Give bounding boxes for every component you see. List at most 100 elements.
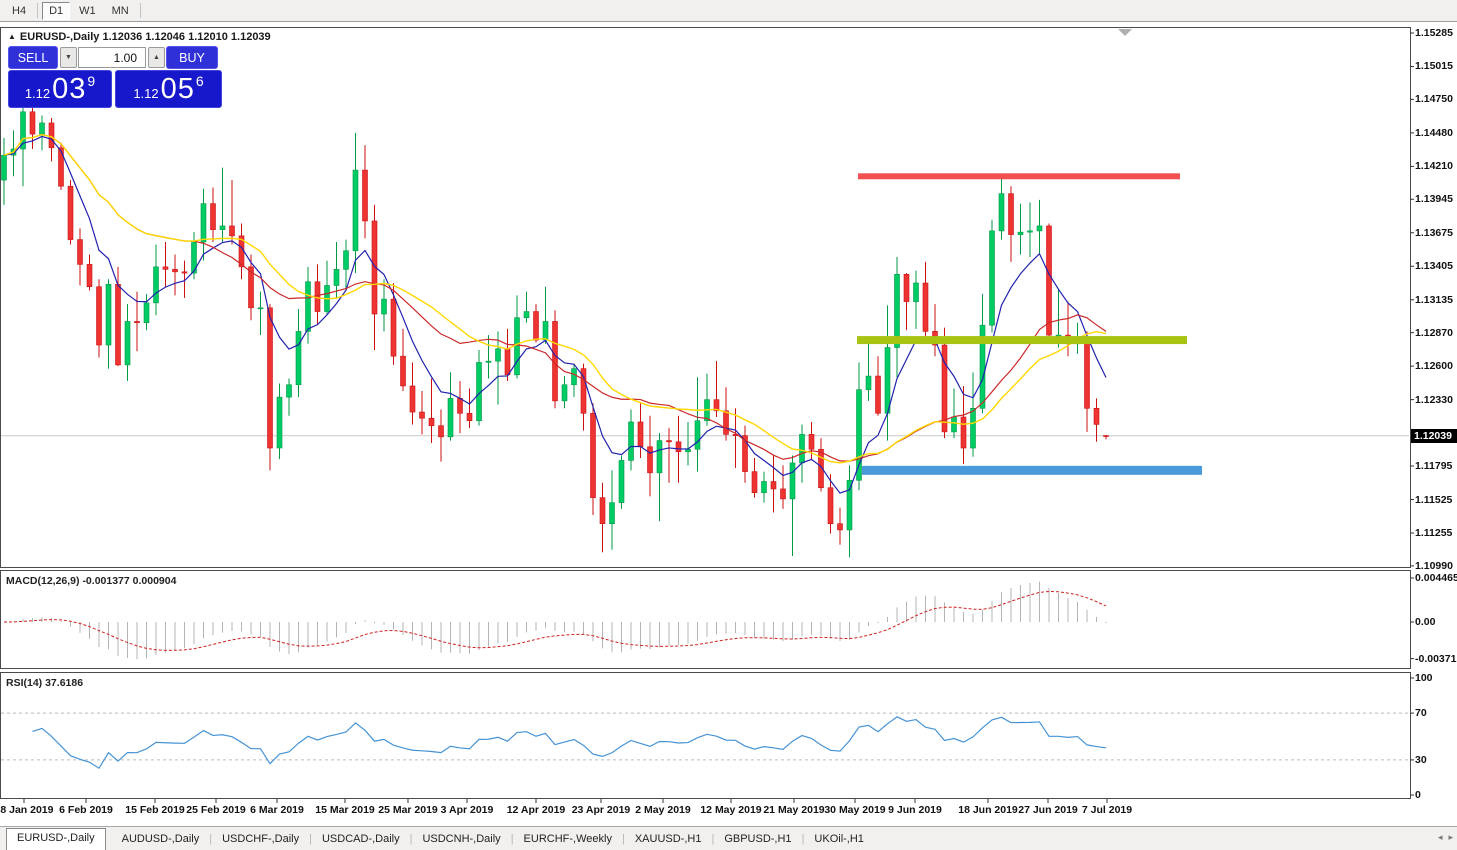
symbol-tab-eurchf[interactable]: EURCHF-,Weekly	[523, 833, 612, 845]
date-axis-label[interactable]: 18 Jun 2019	[958, 804, 1018, 816]
volume-input[interactable]: 1.00	[78, 47, 146, 68]
date-axis-label[interactable]: 15 Mar 2019	[315, 804, 375, 816]
macd-signal-line	[3, 590, 1107, 651]
price-axis-label: 1.12870	[1415, 326, 1453, 339]
tab-scroll-right-button[interactable]: ▸	[1448, 832, 1453, 842]
sell-button[interactable]: SELL	[8, 46, 58, 69]
tab-divider: |	[621, 833, 625, 845]
macd-layer	[3, 581, 1107, 660]
tab-scroll-arrows: ◂ ▸	[1438, 832, 1453, 843]
bid-price-sup: 9	[87, 73, 96, 89]
price-axis-label: 1.13945	[1415, 193, 1453, 206]
price-axis-label: 1.10990	[1415, 559, 1453, 572]
macd-axis-label: -0.003715	[1415, 652, 1457, 665]
tab-divider: |	[309, 833, 312, 845]
rsi-line	[32, 716, 1107, 770]
one-click-trade-panel: SELL ▼ 1.00 ▲ BUY 1.12 03 9 1.12 05 6	[8, 46, 222, 108]
bid-price-button[interactable]: 1.12 03 9	[8, 70, 112, 108]
macd-axis-label: 0.004465	[1415, 572, 1457, 584]
date-axis-label[interactable]: 25 Mar 2019	[378, 804, 438, 816]
symbol-tab-ukoil[interactable]: UKOil-,H1	[814, 833, 864, 845]
timeframe-toolbar: H4 D1 W1 MN	[0, 0, 1457, 22]
price-axis-label: 1.12330	[1415, 393, 1453, 406]
price-axis-label: 1.11525	[1415, 493, 1453, 506]
rsi-indicator-panel[interactable]	[0, 672, 1411, 799]
symbol-tab-audusd[interactable]: AUDUSD-,Daily	[121, 833, 200, 845]
date-axis-label[interactable]: 12 Apr 2019	[506, 804, 566, 816]
candlestick-layer	[1, 99, 1409, 558]
price-axis-label: 1.12600	[1415, 360, 1453, 373]
resistance-level-line	[858, 173, 1180, 180]
current-price-badge: 1.12039	[1411, 428, 1457, 443]
rsi-layer	[1, 712, 1409, 770]
date-axis-label[interactable]: 23 Apr 2019	[571, 804, 631, 816]
rsi-label: RSI(14) 37.6186	[6, 677, 84, 689]
price-axis-label: 1.13675	[1415, 226, 1453, 239]
toolbar-divider	[139, 3, 141, 18]
rsi-axis-label: 70	[1415, 707, 1427, 720]
ask-price-button[interactable]: 1.12 05 6	[115, 70, 222, 108]
timeframe-button-w1[interactable]: W1	[79, 4, 96, 17]
symbol-tab-gbpusd[interactable]: GBPUSD-,H1	[724, 833, 792, 845]
date-axis-label[interactable]: 2 May 2019	[635, 804, 691, 816]
main-chart-panel[interactable]	[0, 27, 1411, 568]
volume-increase-button[interactable]: ▲	[148, 47, 165, 68]
price-axis-label: 1.14480	[1415, 126, 1453, 139]
date-axis-label[interactable]: 3 Apr 2019	[440, 804, 494, 816]
buy-button[interactable]: BUY	[166, 46, 218, 69]
bid-price-big: 03	[52, 73, 87, 105]
rsi-axis-label: 100	[1415, 672, 1433, 684]
ask-price-sup: 6	[195, 73, 204, 89]
date-axis-label[interactable]: 6 Mar 2019	[250, 804, 304, 816]
price-axis-label: 1.14750	[1415, 93, 1453, 106]
tab-divider: |	[510, 833, 514, 845]
support-level-line	[862, 465, 1202, 475]
chart-symbol-label: EURUSD-,Daily	[19, 31, 100, 43]
symbol-tab-xauusd[interactable]: XAUUSD-,H1	[634, 833, 702, 845]
chart-shift-triangle-icon	[1118, 29, 1132, 36]
price-axis-label: 1.13405	[1415, 260, 1453, 273]
date-axis-label[interactable]: 15 Feb 2019	[125, 804, 185, 816]
symbol-tab-usdchf[interactable]: USDCHF-,Daily	[222, 833, 300, 845]
ma-mid-line	[3, 133, 1107, 462]
date-axis-label[interactable]: 9 Jun 2019	[888, 804, 942, 816]
price-axis-label: 1.15015	[1415, 60, 1453, 73]
bid-price-int: 1.12	[24, 86, 51, 101]
date-axis-label[interactable]: 12 May 2019	[700, 804, 762, 816]
volume-decrease-button[interactable]: ▼	[60, 47, 77, 68]
tab-divider: |	[711, 833, 715, 845]
macd-label: MACD(12,26,9) -0.001377 0.000904	[6, 575, 177, 587]
timeframe-button-d1[interactable]: D1	[42, 1, 71, 20]
date-axis-label[interactable]: 30 May 2019	[824, 804, 886, 816]
chevron-up-icon: ▲	[153, 54, 160, 61]
tab-divider: |	[801, 833, 805, 845]
symbol-tab-usdcad[interactable]: USDCAD-,Daily	[321, 833, 400, 845]
date-axis-label[interactable]: 28 Jan 2019	[0, 804, 54, 816]
date-axis-label[interactable]: 27 Jun 2019	[1018, 804, 1078, 816]
timeframe-button-mn[interactable]: MN	[111, 4, 129, 17]
date-axis-label[interactable]: 21 May 2019	[763, 804, 825, 816]
macd-axis-label: 0.00	[1415, 616, 1436, 628]
mid-pivot-level-line	[857, 336, 1187, 345]
tab-scroll-left-button[interactable]: ◂	[1437, 832, 1443, 842]
chart-ohlc-values: 1.12036 1.12046 1.12010 1.12039	[102, 31, 271, 43]
date-axis-label[interactable]: 25 Feb 2019	[186, 804, 246, 816]
macd-indicator-panel[interactable]	[0, 570, 1411, 669]
collapse-triangle-icon[interactable]: ▲	[8, 32, 16, 41]
timeframe-button-h4[interactable]: H4	[12, 4, 27, 17]
chevron-down-icon: ▼	[65, 54, 72, 61]
tab-divider: |	[209, 833, 213, 845]
tab-divider: |	[409, 833, 413, 845]
chart-title: ▲ EURUSD-,Daily 1.12036 1.12046 1.12010 1…	[8, 31, 271, 43]
symbol-tab-eurusd[interactable]: EURUSD-,Daily	[6, 828, 106, 850]
price-axis-label: 1.11255	[1415, 527, 1453, 539]
date-axis-label[interactable]: 6 Feb 2019	[59, 804, 113, 816]
date-axis-label[interactable]: 7 Jul 2019	[1081, 804, 1133, 816]
ask-price-int: 1.12	[133, 86, 159, 101]
symbol-tab-usdcnh[interactable]: USDCNH-,Daily	[422, 833, 501, 845]
rsi-axis-label: 0	[1415, 789, 1421, 801]
axis-ticks	[23, 32, 1414, 803]
price-axis-label: 1.13135	[1415, 293, 1453, 306]
